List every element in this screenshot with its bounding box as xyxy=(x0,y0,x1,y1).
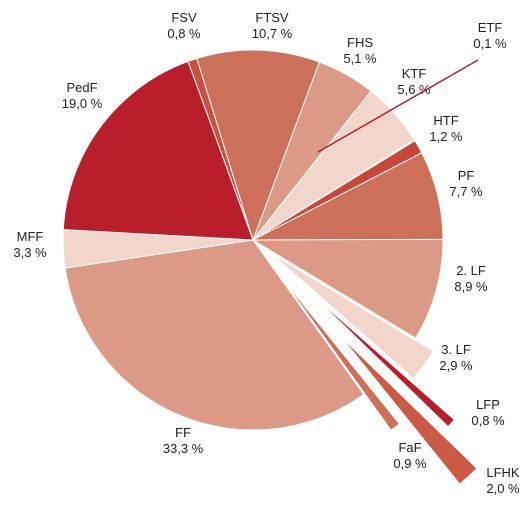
pie-slice xyxy=(62,60,254,241)
pie-slice xyxy=(270,252,435,380)
slice-value-label: 0,1 % xyxy=(473,36,507,51)
slice-label: FSV xyxy=(171,10,197,25)
slice-label: HTF xyxy=(433,113,458,128)
slice-value-label: 7,7 % xyxy=(449,184,483,199)
slice-value-label: 19,0 % xyxy=(62,96,103,111)
slice-value-label: 33,3 % xyxy=(163,441,204,456)
slice-label: FTSV xyxy=(255,10,289,25)
slice-value-label: 0,9 % xyxy=(393,456,427,471)
slice-label: PF xyxy=(458,168,475,183)
pie-slice xyxy=(311,293,456,428)
leader-line xyxy=(317,59,479,153)
pie-slice xyxy=(64,239,365,431)
pie-slice xyxy=(196,49,321,242)
slice-label: 2. LF xyxy=(456,263,486,278)
slice-value-label: 1,2 % xyxy=(429,129,463,144)
slice-label: LFHK xyxy=(486,465,520,480)
pie-slice xyxy=(279,275,401,431)
slice-label: FF xyxy=(175,425,191,440)
slice-value-label: 2,0 % xyxy=(486,481,520,496)
slice-label: PedF xyxy=(66,80,97,95)
slice-value-label: 2,9 % xyxy=(439,358,473,373)
pie-slice xyxy=(340,335,478,485)
slice-label: KTF xyxy=(402,66,427,81)
slice-value-label: 3,3 % xyxy=(13,245,47,260)
slice-label: MFF xyxy=(17,229,44,244)
slice-value-label: 5,1 % xyxy=(343,51,377,66)
slice-value-label: 5,6 % xyxy=(397,82,431,97)
slice-label: ETF xyxy=(478,20,503,35)
slice-value-label: 0,8 % xyxy=(471,413,505,428)
slice-label: FHS xyxy=(347,35,373,50)
slice-value-label: 8,9 % xyxy=(454,279,488,294)
slice-label: FaF xyxy=(398,440,421,455)
slice-value-label: 10,7 % xyxy=(252,26,293,41)
slice-label: LFP xyxy=(476,397,500,412)
pie-slice xyxy=(251,238,444,339)
slice-label: 3. LF xyxy=(441,342,471,357)
slice-value-label: 0,8 % xyxy=(167,26,201,41)
